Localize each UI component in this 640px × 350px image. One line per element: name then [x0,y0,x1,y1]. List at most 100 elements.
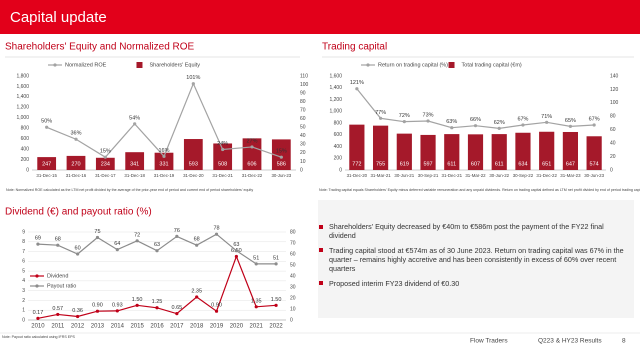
bar [213,143,233,170]
bar-label: 574 [590,161,599,167]
bar [420,134,436,170]
line-marker [274,262,278,266]
point-label: 64 [114,241,120,247]
point-label: 0.57 [52,306,63,312]
legend-swatch [448,62,455,68]
point-label: 16% [158,148,169,154]
x-tick-label: 31-Dec-17 [95,173,116,178]
tick-label: 90 [300,90,306,96]
bar [539,131,555,170]
tick-label: 1,400 [16,94,29,100]
line-marker [175,234,179,238]
point-label: 1.50 [271,297,282,303]
point-label: 15% [100,149,111,155]
x-tick-label: 2021 [250,324,264,330]
bar-label: 651 [542,161,551,167]
point-label: 68 [55,237,61,243]
x-tick-label: 2016 [150,324,164,330]
x-tick-label: 2014 [111,324,125,330]
tick-label: 20 [610,154,616,160]
tick-label: 60 [300,116,306,122]
bar [183,139,203,170]
point-label: 50% [41,119,52,125]
tick-label: 6 [22,259,25,265]
x-tick-label: 2010 [31,324,45,330]
bar [125,152,145,170]
line-marker [378,116,383,120]
chart-note: Note: Trading capital equals Shareholder… [319,188,640,192]
point-label: 101% [186,75,200,81]
tick-label: 80 [290,229,296,235]
bar [242,138,262,170]
tick-label: 10 [300,159,306,165]
line-marker [56,312,60,317]
line-marker [195,243,199,247]
tick-label: 0 [26,167,29,173]
line-marker [95,309,100,313]
point-label: 0.36 [72,308,83,314]
bullet: Trading capital stood at €574m as of 30 … [318,246,630,274]
tick-label: 200 [21,157,30,163]
x-tick-label: 31-Mar-23 [560,173,581,178]
bar [271,139,291,170]
point-label: 51 [273,255,279,261]
line-marker [45,125,49,129]
x-tick-label: 2011 [51,324,65,330]
tick-label: 140 [610,73,619,79]
tick-label: 1,400 [329,85,342,91]
tick-label: 70 [300,108,306,114]
bar-label: 634 [518,161,527,167]
bar-label: 331 [159,161,168,167]
tick-label: 40 [300,133,306,139]
line-marker [133,122,137,126]
tick-label: 1,600 [16,84,29,90]
point-label: 78 [213,226,219,232]
point-label: 73% [423,112,434,118]
legend-label: Dividend [47,273,68,279]
x-tick-label: 31-Dec-22 [536,173,557,178]
tick-label: 1,200 [329,97,342,103]
tick-label: 800 [21,126,30,132]
bar [467,134,484,170]
line-marker [592,123,596,127]
bar-label: 508 [218,161,227,167]
legend-swatch [366,63,370,67]
x-tick-label: 30-Jun-21 [394,173,414,178]
line-marker [214,232,219,236]
tick-label: 30 [290,284,296,290]
tick-label: 100 [300,82,309,88]
chart-note: Note: Normalized ROE calculated as the L… [6,188,253,192]
x-tick-label: 2018 [190,324,204,330]
tick-label: 600 [21,136,30,142]
line-marker [254,305,258,309]
bar [586,136,602,170]
tick-label: 3 [22,288,25,294]
line-marker [274,303,278,307]
legend-label: Return on trading capital (%) [378,62,448,68]
point-label: 63 [154,242,160,248]
x-tick-label: 31-Mar-22 [465,173,486,178]
line-marker [155,249,159,253]
line-marker [521,123,525,127]
bar [562,131,579,170]
legend-label: Total trading capital (€m) [462,62,522,68]
line-marker [250,145,254,149]
tick-label: 7 [22,249,25,255]
bar-label: 607 [471,161,480,167]
bar [444,134,460,170]
line-marker [214,309,219,313]
line-marker [234,254,238,259]
point-label: 54% [129,115,140,121]
tick-label: 0 [300,167,303,173]
bullet-panel [318,200,634,318]
tick-label: 80 [610,114,616,120]
legend-swatch [136,62,143,68]
line-marker [568,124,573,128]
bar-label: 611 [495,161,504,167]
point-label: 2.35 [191,288,202,294]
bullet: Proposed interim FY23 dividend of €0.30 [318,279,630,288]
bar-label: 755 [376,161,385,167]
point-label: 67% [517,116,528,122]
tick-label: 30 [300,142,306,148]
